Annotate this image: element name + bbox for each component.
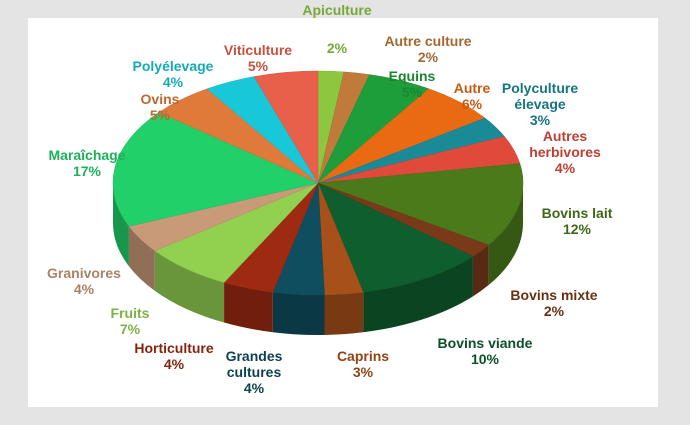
slice-label: Polyculture élevage 3% bbox=[490, 80, 590, 128]
value-label: 12% bbox=[562, 221, 592, 237]
value-label: 2% bbox=[326, 40, 348, 56]
value-label: 6% bbox=[461, 96, 483, 112]
value-label: 4% bbox=[243, 380, 265, 396]
category-label: Autre bbox=[453, 80, 491, 96]
value-label: 4% bbox=[162, 74, 184, 90]
slice-side bbox=[154, 250, 225, 323]
slice bbox=[253, 70, 319, 184]
slice-side bbox=[272, 292, 325, 335]
slice-label: Bovins lait 12% bbox=[532, 205, 622, 237]
value-label: 2% bbox=[417, 49, 439, 65]
category-label: Polyculture élevage bbox=[501, 80, 579, 112]
value-label: 2% bbox=[543, 303, 565, 319]
slice-side bbox=[224, 282, 273, 333]
value-label: 5% bbox=[401, 84, 423, 100]
category-label: Horticulture bbox=[134, 340, 214, 356]
category-label: Autres herbivores bbox=[529, 128, 601, 160]
slice bbox=[112, 112, 319, 227]
slice-label: Viticulture 5% bbox=[208, 42, 308, 74]
slice-side bbox=[113, 183, 129, 267]
value-label: 3% bbox=[352, 364, 374, 380]
slice-side bbox=[472, 245, 489, 297]
category-label: Grandes cultures bbox=[225, 348, 283, 380]
slice-side bbox=[128, 226, 155, 291]
category-label: Ovins bbox=[140, 91, 180, 107]
slice-label: Granivores 4% bbox=[34, 265, 134, 297]
slice-label: Caprins 3% bbox=[323, 348, 403, 380]
slice-label: Fruits 7% bbox=[90, 305, 170, 337]
value-label: 7% bbox=[119, 321, 141, 337]
category-label: Equins bbox=[388, 68, 436, 84]
slice-label: Autres herbivores 4% bbox=[520, 128, 610, 176]
value-label: 10% bbox=[470, 351, 500, 367]
category-label: Bovins mixte bbox=[510, 287, 598, 303]
category-label: Granivores bbox=[47, 265, 121, 281]
slice-label: Grandes cultures 4% bbox=[214, 348, 294, 396]
value-label: 3% bbox=[529, 112, 551, 128]
slice-label: Bovins mixte 2% bbox=[499, 287, 609, 319]
value-label: 5% bbox=[247, 58, 269, 74]
value-label: 17% bbox=[72, 163, 102, 179]
slice-label: Equins 5% bbox=[372, 68, 452, 100]
slice-side bbox=[488, 183, 523, 286]
slice-side bbox=[324, 292, 364, 335]
slice bbox=[317, 163, 524, 246]
slice-label: Autre 6% bbox=[442, 80, 502, 112]
value-label: 5% bbox=[149, 107, 171, 123]
value-label: 4% bbox=[163, 356, 185, 372]
category-label: Autre culture bbox=[384, 33, 472, 49]
category-label: Caprins bbox=[336, 348, 390, 364]
slice-label: Autre culture 2% bbox=[363, 33, 493, 65]
category-label: Bovins lait bbox=[541, 205, 613, 221]
slice-label: Apiculture 2% bbox=[282, 2, 392, 56]
slice bbox=[317, 182, 474, 293]
slice-label: Bovins viande 10% bbox=[425, 335, 545, 367]
slice-label: Horticulture 4% bbox=[119, 340, 229, 372]
slice-label: Polyélevage 4% bbox=[118, 58, 228, 90]
category-label: Fruits bbox=[110, 305, 150, 321]
value-label: 4% bbox=[73, 281, 95, 297]
category-label: Maraîchage bbox=[48, 147, 126, 163]
category-label: Apiculture bbox=[302, 2, 372, 18]
category-label: Bovins viande bbox=[437, 335, 533, 351]
slice-side bbox=[363, 256, 473, 333]
category-label: Polyélevage bbox=[132, 58, 214, 74]
slice-label: Maraîchage 17% bbox=[32, 147, 142, 179]
value-label: 4% bbox=[554, 160, 576, 176]
category-label: Viticulture bbox=[223, 42, 293, 58]
slice-label: Ovins 5% bbox=[120, 91, 200, 123]
